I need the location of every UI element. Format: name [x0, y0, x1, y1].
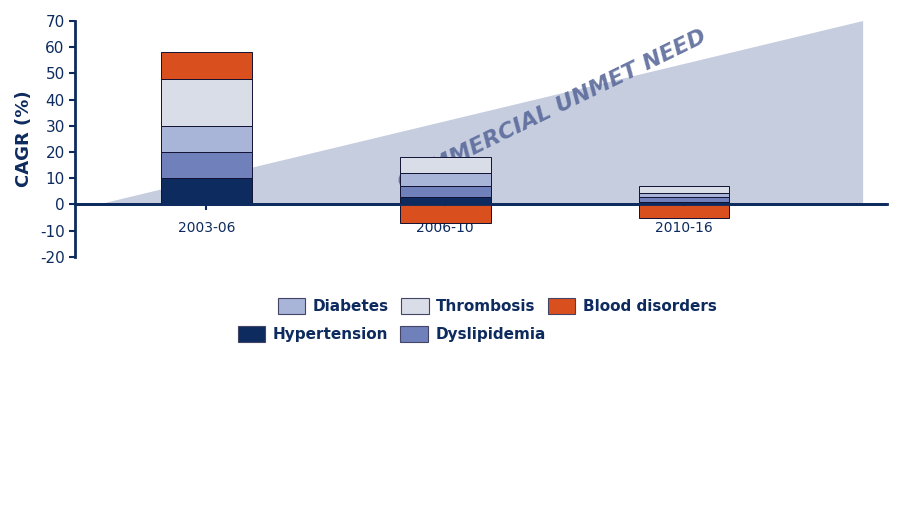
Bar — [161, 178, 252, 204]
Bar — [161, 53, 252, 79]
Bar — [400, 204, 491, 223]
Bar — [639, 196, 730, 202]
Bar — [400, 186, 491, 196]
Text: COMMERCIAL UNMET NEED: COMMERCIAL UNMET NEED — [395, 27, 710, 194]
Bar — [639, 202, 730, 204]
Bar — [161, 126, 252, 152]
Bar — [639, 193, 730, 196]
Bar — [400, 173, 491, 186]
Bar — [400, 157, 491, 173]
Bar — [161, 79, 252, 126]
Bar — [400, 196, 491, 204]
Legend: Hypertension, Dyslipidemia: Hypertension, Dyslipidemia — [232, 320, 552, 348]
Bar — [639, 186, 730, 193]
Bar — [639, 204, 730, 218]
Bar — [161, 152, 252, 178]
Y-axis label: CAGR (%): CAGR (%) — [15, 90, 33, 187]
Polygon shape — [99, 21, 863, 204]
